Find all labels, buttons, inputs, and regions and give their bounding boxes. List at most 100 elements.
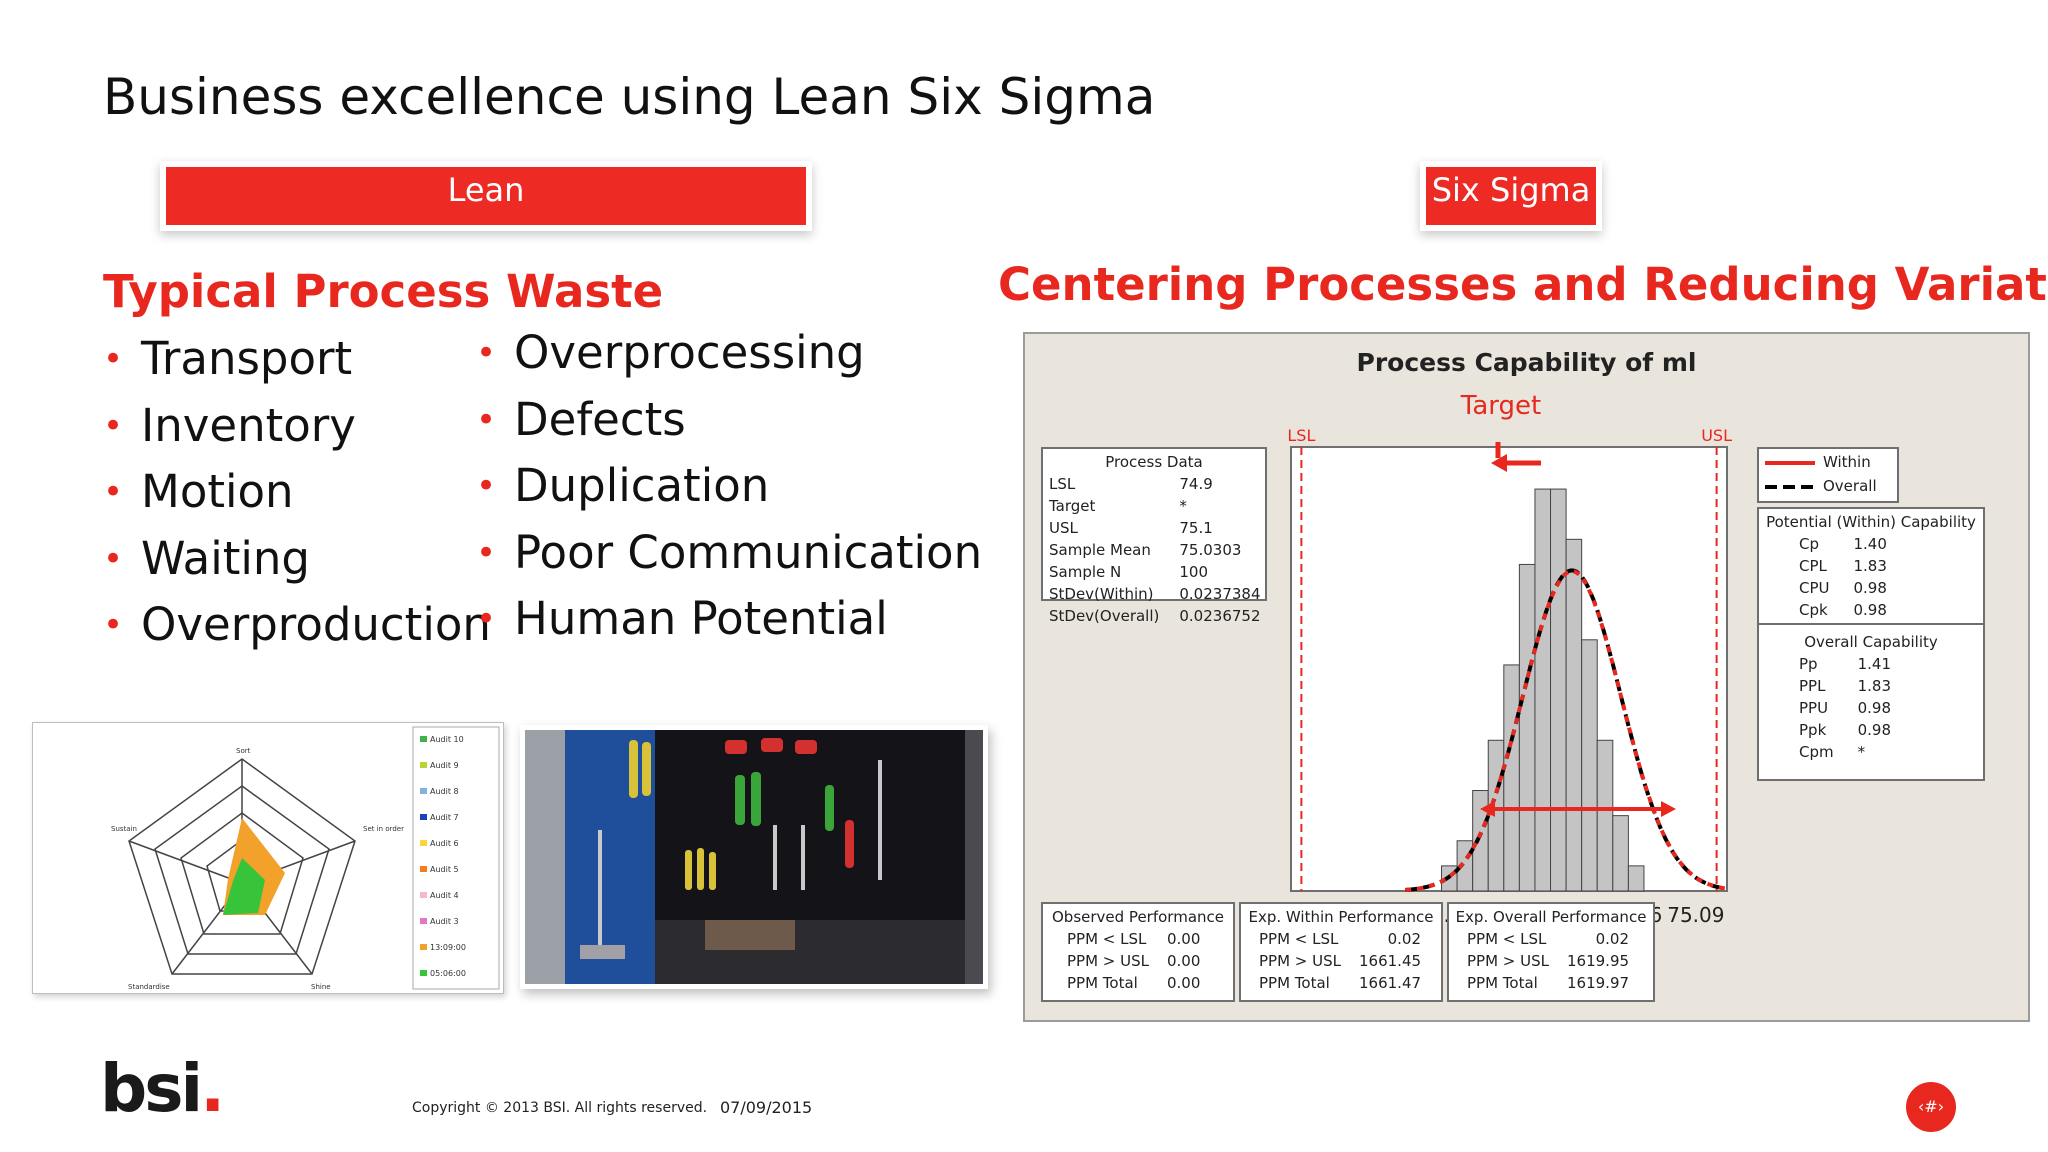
cap-label: Cp xyxy=(1799,535,1819,553)
radar-legend-label: Audit 4 xyxy=(430,891,459,900)
perf-value: 1661.47 xyxy=(1359,974,1422,992)
radar-legend-label: Audit 3 xyxy=(430,917,459,926)
cap-label: CPL xyxy=(1799,557,1827,575)
svg-text:Sort: Sort xyxy=(236,747,251,755)
histogram-bar xyxy=(1581,639,1598,892)
pd-value: * xyxy=(1179,497,1187,515)
legend-box: Within Overall xyxy=(1757,447,1899,503)
perf-value: 0.02 xyxy=(1387,930,1422,948)
pd-label: LSL xyxy=(1049,475,1076,493)
radar-legend-label: 13:09:00 xyxy=(430,943,466,952)
overall-capability-box: Overall Capability Pp 1.41 PPL 1.83 PPU 0.9… xyxy=(1757,623,1985,781)
waste-item: Defects xyxy=(476,387,982,454)
tool-board-illustration xyxy=(525,730,983,984)
pd-label: Sample Mean xyxy=(1049,541,1151,559)
histogram-bar xyxy=(1534,488,1552,892)
overall-legend-label: Overall xyxy=(1823,477,1877,495)
target-label: Target xyxy=(1460,391,1541,421)
pd-value: 0.0236752 xyxy=(1179,607,1261,625)
waste-item: Overproduction xyxy=(103,592,491,659)
typical-process-waste-heading: Typical Process Waste xyxy=(103,265,664,318)
x-tick-label: 75.09 xyxy=(1667,903,1724,927)
lean-tab: Lean xyxy=(166,167,806,225)
perf-label: PPM < LSL xyxy=(1467,930,1547,948)
radar-legend-label: Audit 5 xyxy=(430,865,459,874)
radar-chart-image: Sort Set in order Shine Standardise Sust… xyxy=(32,722,504,994)
process-data-table: LSL 74.9 Target * USL 75.1 Sample Mean 75.03… xyxy=(1043,473,1267,627)
cap-label: PPL xyxy=(1799,677,1826,695)
histogram-bar xyxy=(1518,563,1536,892)
waste-item: Waiting xyxy=(103,526,491,593)
overall-legend-swatch xyxy=(1765,485,1815,489)
cap-label: Pp xyxy=(1799,655,1818,673)
pd-label: USL xyxy=(1049,519,1078,537)
pd-label: Sample N xyxy=(1049,563,1122,581)
radar-legend-label: Audit 10 xyxy=(430,735,464,744)
perf-label: PPM > USL xyxy=(1259,952,1341,970)
cap-value: 0.98 xyxy=(1853,601,1887,619)
exp-overall-performance-box: Exp. Overall Performance PPM < LSL 0.02 P… xyxy=(1447,902,1655,1002)
observed-performance-box: Observed Performance PPM < LSL 0.00 PPM >… xyxy=(1041,902,1235,1002)
cap-label: PPU xyxy=(1799,699,1829,717)
cap-value: 1.83 xyxy=(1857,677,1892,695)
histogram-bar xyxy=(1612,815,1629,892)
pd-value: 75.0303 xyxy=(1179,541,1242,559)
cap-value: 0.98 xyxy=(1857,699,1892,717)
pd-label: StDev(Overall) xyxy=(1049,607,1160,625)
exp-within-table: PPM < LSL 0.02 PPM > USL 1661.45 PPM Total… xyxy=(1253,928,1427,994)
radar-legend-label: Audit 7 xyxy=(430,813,459,822)
histogram-bar xyxy=(1565,538,1583,892)
bsi-logo: bsi. xyxy=(100,1050,225,1127)
histogram-bar xyxy=(1487,739,1505,892)
waste-list-left: Transport Inventory Motion Waiting Overp… xyxy=(103,326,491,659)
pd-value: 75.1 xyxy=(1179,519,1213,537)
radar-series-green xyxy=(223,858,265,915)
pd-label: Target xyxy=(1049,497,1096,515)
exp-within-header: Exp. Within Performance xyxy=(1248,908,1434,926)
svg-text:Shine: Shine xyxy=(311,983,331,991)
histogram-bar xyxy=(1596,739,1614,892)
radar-legend: Audit 10 Audit 9 Audit 8 Audit 7 Audit 6… xyxy=(412,726,500,990)
centering-processes-heading: Centering Processes and Reducing Variati… xyxy=(998,258,2048,311)
histogram-bar xyxy=(1550,488,1567,892)
svg-text:Set in order: Set in order xyxy=(363,825,404,833)
within-legend-swatch xyxy=(1765,461,1815,465)
waste-list-right: Overprocessing Defects Duplication Poor … xyxy=(476,320,982,653)
pd-label: StDev(Within) xyxy=(1049,585,1154,603)
waste-item: Transport xyxy=(103,326,491,393)
usl-label: USL xyxy=(1701,426,1732,445)
waste-item: Motion xyxy=(103,459,491,526)
radar-axis-labels: Sort Set in order Shine Standardise Sust… xyxy=(111,747,404,991)
spread-arrow-left-head xyxy=(1480,801,1495,817)
perf-label: PPM Total xyxy=(1467,974,1538,992)
radar-legend-label: Audit 6 xyxy=(430,839,459,848)
observed-performance-header: Observed Performance xyxy=(1052,908,1224,926)
waste-item: Overprocessing xyxy=(476,320,982,387)
exp-overall-header: Exp. Overall Performance xyxy=(1455,908,1647,926)
tool-shadow-board-photo xyxy=(525,730,983,984)
svg-text:Sustain: Sustain xyxy=(111,825,137,833)
pd-value: 100 xyxy=(1179,563,1209,581)
pd-value: 74.9 xyxy=(1179,475,1213,493)
six-sigma-tab: Six Sigma xyxy=(1426,167,1596,225)
radar-legend-label: Audit 9 xyxy=(430,761,459,770)
page-number-badge: ‹#› xyxy=(1906,1082,1956,1132)
exp-within-performance-box: Exp. Within Performance PPM < LSL 0.02 PP… xyxy=(1239,902,1443,1002)
overall-capability-header: Overall Capability xyxy=(1804,633,1938,651)
exp-overall-table: PPM < LSL 0.02 PPM > USL 1619.95 PPM Total… xyxy=(1461,928,1635,994)
target-arrow-head xyxy=(1491,454,1507,472)
spread-arrow-right-head xyxy=(1661,801,1676,817)
cap-value: 1.40 xyxy=(1853,535,1887,553)
perf-value: 0.02 xyxy=(1595,930,1630,948)
perf-label: PPM > USL xyxy=(1067,952,1149,970)
process-data-box: Process Data LSL 74.9 Target * USL 75.1 Sam… xyxy=(1041,447,1267,625)
copyright-text: Copyright © 2013 BSI. All rights reserve… xyxy=(412,1100,708,1116)
cap-value: 0.98 xyxy=(1857,721,1892,739)
perf-value: 0.00 xyxy=(1167,974,1201,992)
histogram-bar xyxy=(1472,790,1489,892)
radar-legend-label: 05:06:00 xyxy=(430,969,466,978)
perf-label: PPM < LSL xyxy=(1259,930,1339,948)
slide-title: Business excellence using Lean Six Sigma xyxy=(103,68,1156,126)
capability-chart-title: Process Capability of ml xyxy=(1356,348,1697,377)
capability-histogram: LSL USL Target 74.9174.9474.9775.0075.03… xyxy=(1287,391,1732,927)
